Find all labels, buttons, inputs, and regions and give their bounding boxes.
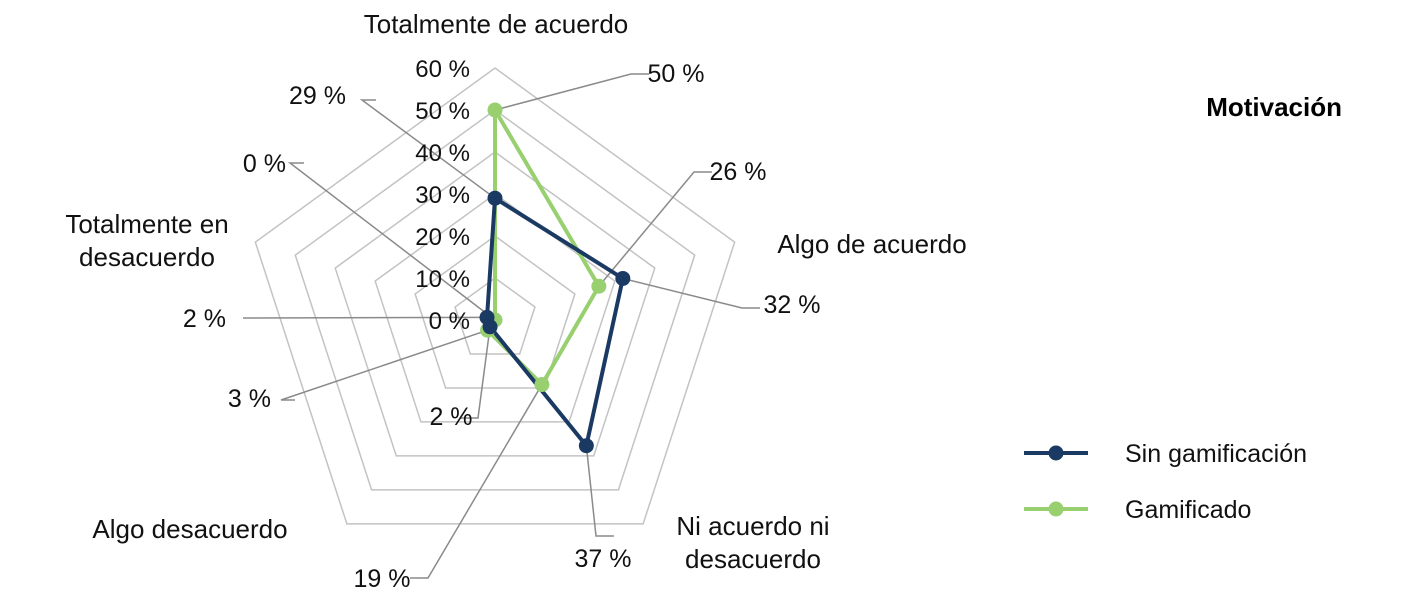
grid-ring [374, 193, 616, 423]
leader-line [598, 171, 712, 287]
data-label: 0 % [243, 150, 286, 178]
data-point [487, 102, 503, 118]
chart-title: Motivación [1206, 92, 1342, 122]
radial-tick-label: 10 % [415, 266, 470, 293]
leader-line [280, 329, 488, 401]
legend-label: Sin gamificación [1125, 440, 1307, 468]
radial-tick-label: 20 % [415, 224, 470, 251]
leader-line [410, 384, 543, 579]
leader-line [242, 316, 488, 319]
category-label: Totalmente en desacuerdo [65, 209, 228, 272]
radar-grid [254, 67, 736, 525]
category-label: Totalmente de acuerdo [364, 9, 629, 39]
data-label: 2 % [183, 305, 226, 333]
data-label: 2 % [429, 403, 472, 431]
radial-tick-label: 30 % [415, 182, 470, 209]
grid-ring [414, 235, 576, 389]
data-label: 26 % [710, 158, 767, 186]
leader-line [287, 162, 496, 321]
leader-lines [242, 73, 760, 579]
data-label: 37 % [575, 545, 632, 573]
grid-ring [334, 151, 656, 457]
data-labels: 29 % 32 % 37 % 2 % 2 % 50 % 26 % 19 % 3 % 0 % [183, 60, 821, 593]
radial-tick-label: 50 % [415, 98, 470, 125]
leader-line [585, 445, 614, 537]
series-layer [479, 102, 631, 454]
category-label: Ni acuerdo ni desacuerdo [676, 511, 829, 574]
category-labels: Totalmente de acuerdo Algo de acuerdo Ni a… [65, 9, 966, 574]
data-label: 29 % [289, 82, 346, 110]
radial-tick-label: 60 % [415, 56, 470, 83]
radial-tick-label: 0 % [429, 308, 470, 335]
data-label: 19 % [354, 565, 411, 593]
series-line [485, 196, 625, 448]
data-point [615, 270, 631, 286]
data-label: 3 % [228, 385, 271, 413]
category-label: Algo de acuerdo [777, 229, 966, 259]
data-point [479, 309, 495, 325]
legend: Sin gamificación Gamificado [1024, 440, 1307, 524]
data-point [487, 190, 503, 206]
leader-line [359, 99, 496, 199]
leader-line [460, 326, 491, 419]
legend-marker [1048, 501, 1064, 517]
leader-line [622, 277, 760, 309]
leader-line [494, 73, 649, 111]
grid-ring [294, 109, 696, 491]
data-label: 32 % [764, 291, 821, 319]
legend-label: Gamificado [1125, 496, 1251, 524]
data-label: 50 % [648, 60, 705, 88]
grid-ring [454, 277, 536, 355]
grid-ring [254, 67, 736, 525]
data-point [578, 438, 594, 454]
radial-tick-label: 40 % [415, 140, 470, 167]
data-point [591, 278, 607, 294]
data-point [534, 377, 550, 393]
legend-marker [1048, 445, 1064, 461]
radial-tick-labels: 0 % 10 % 20 % 30 % 40 % 50 % 60 % [415, 56, 470, 335]
category-label: Algo desacuerdo [92, 514, 287, 544]
